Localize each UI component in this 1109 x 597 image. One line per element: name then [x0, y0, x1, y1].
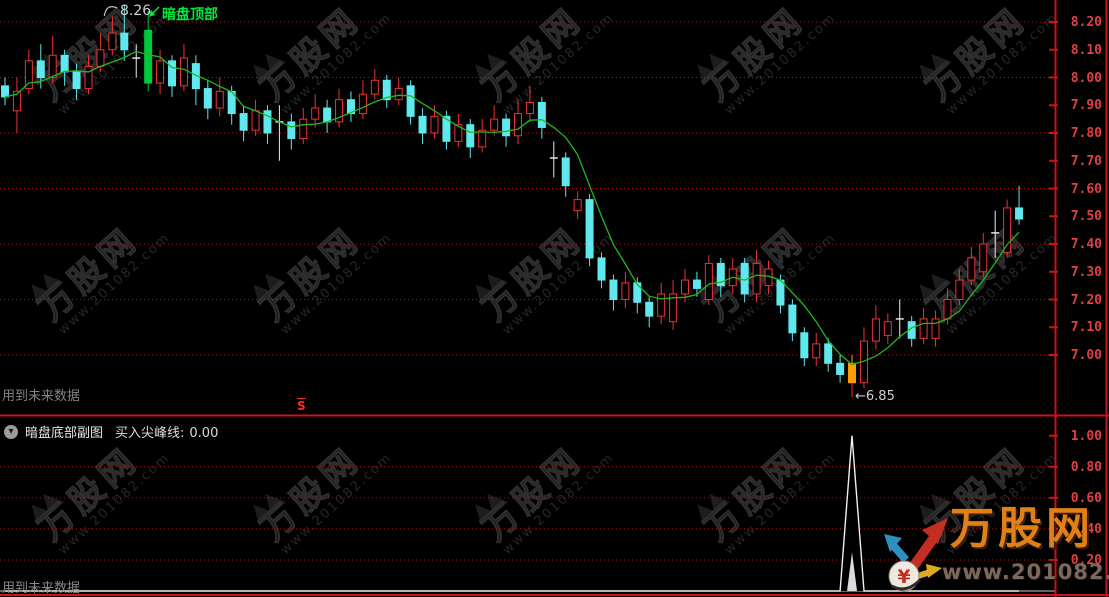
price-axis-label: 7.00 [1070, 348, 1102, 363]
price-axis-label: 7.30 [1070, 264, 1102, 280]
price-axis-label: 7.60 [1070, 181, 1102, 197]
sell-signal-marker: S [297, 399, 306, 413]
logo-brand-text: 万股网 [950, 503, 1094, 554]
price-axis-label: 8.10 [1070, 42, 1102, 58]
price-axis-label: 8.00 [1070, 70, 1102, 86]
price-axis-label: 8.20 [1070, 15, 1102, 30]
price-axis-label: 7.70 [1070, 153, 1102, 169]
sub-panel-title[interactable]: 暗盘底部副图 [25, 426, 104, 441]
dark-pool-top-label: 暗盘顶部 [162, 7, 218, 23]
future-data-warning-main: 用到未来数据 [2, 389, 81, 404]
indicator-axis-label: 0.60 [1070, 490, 1102, 506]
logo-url-text: www.201082.com [942, 560, 1109, 584]
price-axis-label: 7.90 [1070, 98, 1102, 114]
price-axis-label: 7.40 [1070, 237, 1102, 252]
indicator-axis-label: 1.00 [1070, 428, 1102, 444]
indicator-line-value: 0.00 [189, 426, 219, 441]
yuan-icon: ¥ [897, 566, 910, 588]
future-data-warning-sub: 用到未来数据 [2, 581, 81, 596]
indicator-axis-label: 0.20 [1070, 552, 1102, 568]
indicator-line-name: 买入尖峰线: [115, 426, 185, 441]
site-logo: ¥ 万股网 www.201082.com [872, 496, 1109, 596]
indicator-axis-label: 0.40 [1070, 521, 1102, 537]
sub-panel-header: ▾ 暗盘底部副图 买入尖峰线: 0.00 [4, 422, 218, 441]
indicator-axis-label: 0.80 [1070, 459, 1102, 475]
logo-emblem-arrows-icon: ¥ [884, 518, 948, 592]
arrow-left-icon: ← [855, 389, 866, 404]
chevron-down-icon[interactable]: ▾ [4, 424, 18, 439]
price-axis-label: 7.80 [1070, 126, 1102, 141]
indicator-line-readout: 买入尖峰线: 0.00 [115, 422, 218, 441]
high-price-annotation: 8.26 [120, 3, 152, 19]
low-price-annotation: ←6.85 [855, 389, 895, 404]
low-price-value: 6.85 [865, 389, 895, 404]
price-axis-label: 7.20 [1070, 292, 1102, 308]
price-axis-label: 7.10 [1070, 320, 1102, 336]
price-axis-label: 7.50 [1070, 209, 1102, 225]
